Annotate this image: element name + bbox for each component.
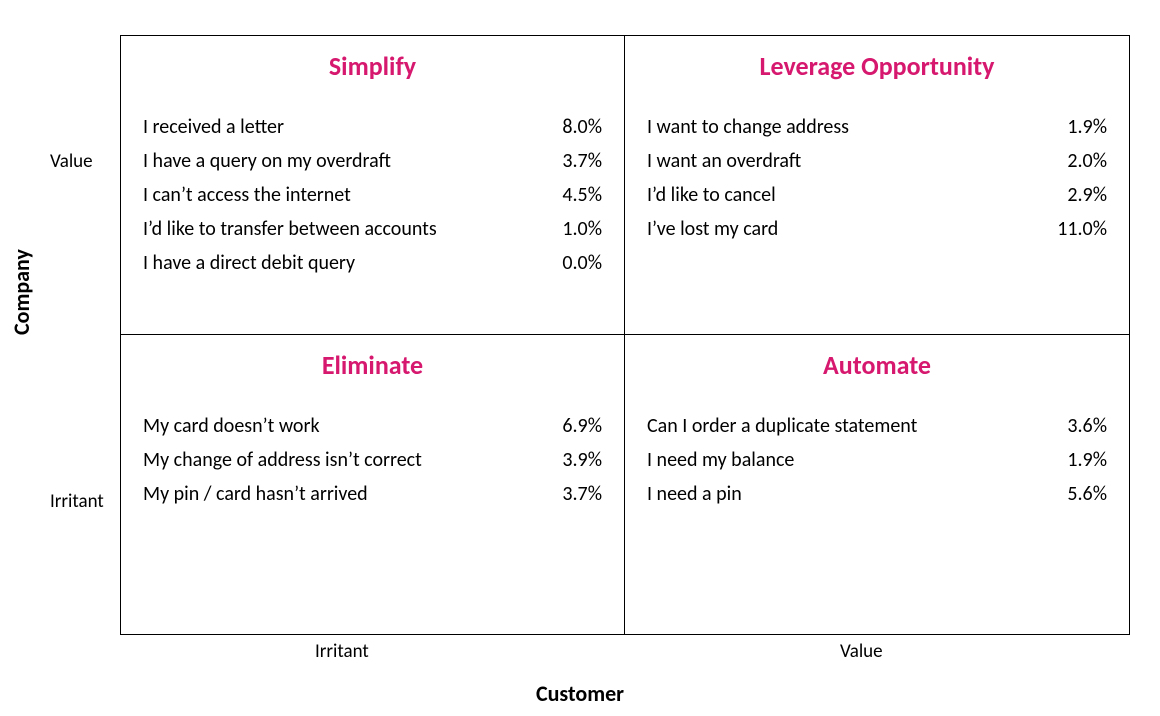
item-label: I received a letter: [143, 110, 552, 144]
list-item: Can I order a duplicate statement 3.6%: [647, 409, 1107, 443]
item-list: I received a letter8.0%I have a query on…: [143, 110, 602, 280]
item-value: 3.6%: [1067, 409, 1107, 443]
list-item: My pin / card hasn’t arrived 3.7%: [143, 477, 602, 511]
item-value: 2.9%: [1067, 178, 1107, 212]
item-value: 4.5%: [562, 178, 602, 212]
item-label: My pin / card hasn’t arrived: [143, 477, 552, 511]
item-value: 0.0%: [562, 246, 602, 280]
quadrant-leverage-opportunity: Leverage Opportunity I want to change ad…: [625, 36, 1129, 335]
quadrant-automate: Automate Can I order a duplicate stateme…: [625, 335, 1129, 634]
list-item: I’ve lost my card 11.0%: [647, 212, 1107, 246]
item-label: I need a pin: [647, 477, 1057, 511]
quadrant-title: Eliminate: [143, 349, 602, 381]
x-axis-label-value: Value: [840, 640, 883, 663]
list-item: I need a pin 5.6%: [647, 477, 1107, 511]
quadrant-title: Simplify: [143, 50, 602, 82]
list-item: I need my balance 1.9%: [647, 443, 1107, 477]
item-value: 3.7%: [562, 144, 602, 178]
quadrant-title: Automate: [647, 349, 1107, 381]
item-label: Can I order a duplicate statement: [647, 409, 1057, 443]
matrix-grid: Simplify I received a letter8.0%I have a…: [120, 35, 1130, 635]
item-value: 6.9%: [562, 409, 602, 443]
item-label: I want to change address: [647, 110, 1057, 144]
list-item: I have a query on my overdraft 3.7%: [143, 144, 602, 178]
item-value: 5.6%: [1067, 477, 1107, 511]
item-value: 3.9%: [562, 443, 602, 477]
item-label: My card doesn’t work: [143, 409, 552, 443]
item-label: My change of address isn’t correct: [143, 443, 552, 477]
matrix-container: Simplify I received a letter8.0%I have a…: [120, 35, 1130, 635]
item-label: I have a query on my overdraft: [143, 144, 552, 178]
item-value: 11.0%: [1057, 212, 1107, 246]
quadrant-eliminate: Eliminate My card doesn’t work6.9%My cha…: [121, 335, 625, 634]
item-value: 1.9%: [1067, 443, 1107, 477]
item-label: I have a direct debit query: [143, 246, 552, 280]
list-item: I’d like to cancel 2.9%: [647, 178, 1107, 212]
item-label: I’d like to transfer between accounts: [143, 212, 552, 246]
item-label: I want an overdraft: [647, 144, 1057, 178]
item-list: My card doesn’t work6.9%My change of add…: [143, 409, 602, 511]
item-value: 8.0%: [562, 110, 602, 144]
list-item: I want to change address 1.9%: [647, 110, 1107, 144]
list-item: I have a direct debit query 0.0%: [143, 246, 602, 280]
x-axis-title: Customer: [0, 680, 1160, 707]
list-item: I’d like to transfer between accounts 1.0…: [143, 212, 602, 246]
item-value: 1.0%: [562, 212, 602, 246]
y-axis-title: Company: [8, 249, 35, 335]
item-label: I need my balance: [647, 443, 1057, 477]
list-item: I received a letter 8.0%: [143, 110, 602, 144]
item-label: I’d like to cancel: [647, 178, 1057, 212]
list-item: I want an overdraft 2.0%: [647, 144, 1107, 178]
item-list: I want to change address1.9%I want an ov…: [647, 110, 1107, 246]
item-label: I can’t access the internet: [143, 178, 552, 212]
quadrant-title: Leverage Opportunity: [647, 50, 1107, 82]
list-item: I can’t access the internet 4.5%: [143, 178, 602, 212]
item-value: 1.9%: [1067, 110, 1107, 144]
item-label: I’ve lost my card: [647, 212, 1047, 246]
quadrant-simplify: Simplify I received a letter8.0%I have a…: [121, 36, 625, 335]
y-axis-label-value: Value: [50, 150, 93, 173]
list-item: My change of address isn’t correct 3.9%: [143, 443, 602, 477]
x-axis-label-irritant: Irritant: [315, 640, 369, 663]
item-value: 2.0%: [1067, 144, 1107, 178]
y-axis-label-irritant: Irritant: [50, 490, 104, 513]
list-item: My card doesn’t work 6.9%: [143, 409, 602, 443]
item-value: 3.7%: [562, 477, 602, 511]
item-list: Can I order a duplicate statement3.6%I n…: [647, 409, 1107, 511]
